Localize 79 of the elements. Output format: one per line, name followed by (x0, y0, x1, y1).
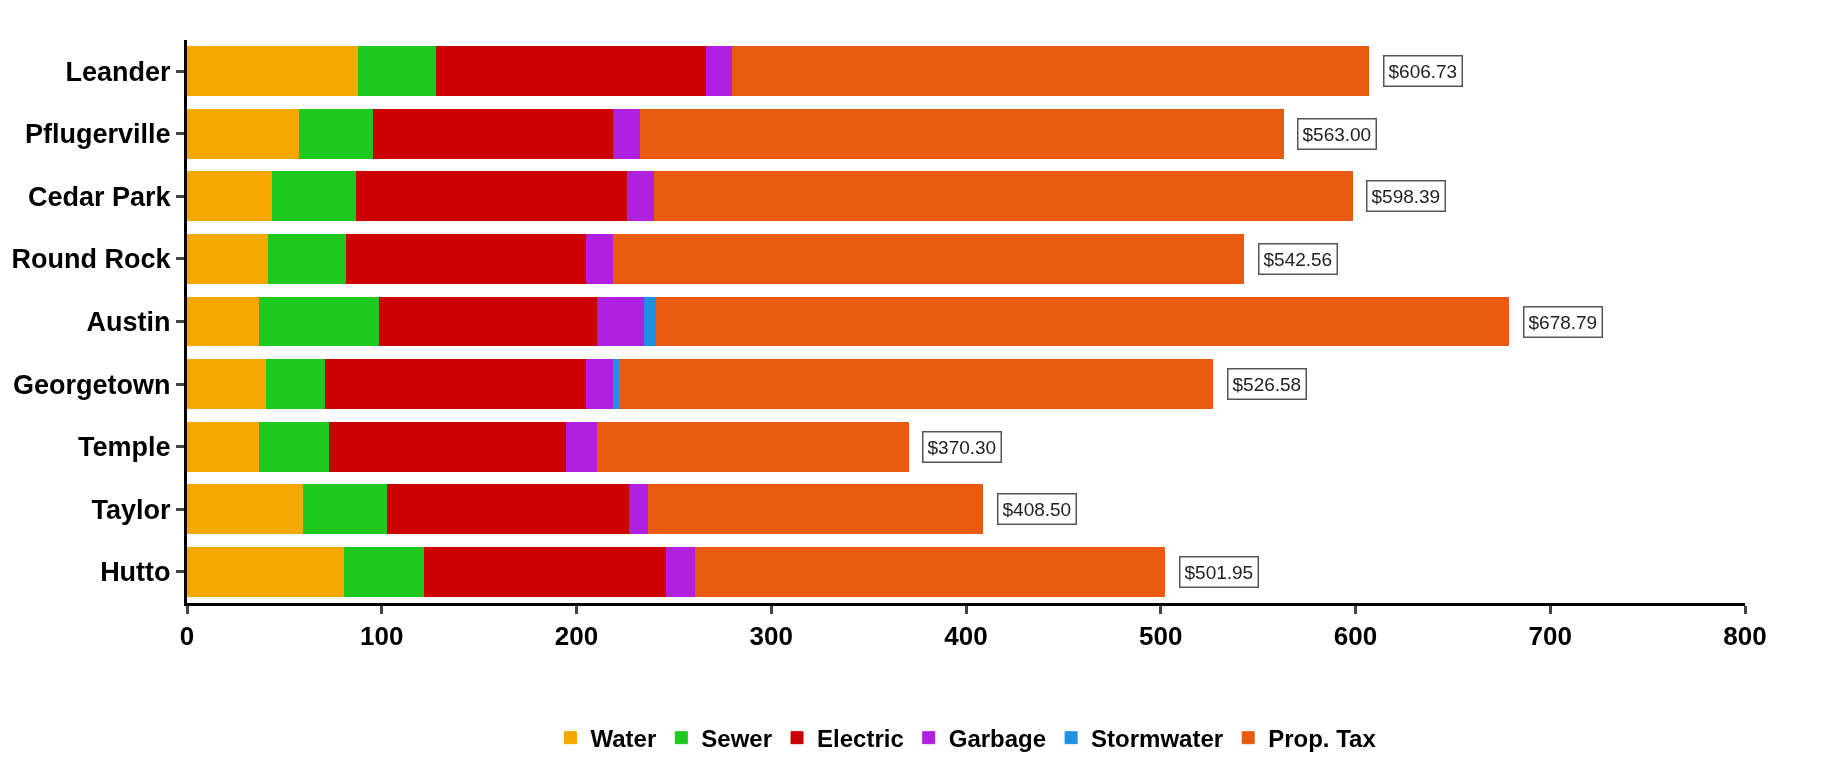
total-label: $501.95 (1184, 561, 1254, 583)
y-tick-label: Taylor (91, 494, 172, 525)
bar (648, 484, 984, 535)
y-tick-label: Round Rock (11, 244, 172, 275)
total-label: $598.39 (1371, 185, 1441, 207)
bar (585, 234, 614, 284)
bar (187, 171, 274, 222)
legend-label: Water (590, 725, 657, 753)
bar (187, 108, 301, 159)
bar (644, 296, 657, 347)
legend-label: Garbage (948, 725, 1047, 753)
bar (640, 108, 1284, 159)
total-label: $678.79 (1528, 311, 1598, 333)
y-tick-label: Temple (78, 432, 171, 463)
bar (387, 484, 630, 535)
bar (618, 359, 1214, 409)
bar (731, 46, 1370, 97)
bar (187, 546, 346, 597)
bar (272, 171, 357, 222)
bar (597, 296, 646, 347)
bar (585, 359, 614, 409)
x-tick-label: 500 (1139, 621, 1183, 652)
x-tick-label: 700 (1528, 621, 1572, 652)
y-tick-label: Pflugerville (25, 119, 171, 150)
x-tick-label: 0 (179, 621, 195, 652)
bar (424, 546, 667, 597)
bar (266, 359, 326, 409)
bar (258, 296, 381, 347)
y-tick-label: Hutto (100, 557, 171, 588)
legend-label: Prop. Tax (1268, 725, 1377, 753)
x-tick-label: 300 (749, 621, 793, 652)
bar (628, 484, 650, 535)
bar (187, 421, 260, 472)
bar (328, 421, 568, 472)
bar (373, 108, 614, 159)
bar (379, 296, 599, 347)
x-tick-label: 800 (1723, 621, 1767, 652)
total-label: $542.56 (1263, 248, 1333, 270)
total-label: $606.73 (1388, 60, 1458, 82)
y-tick-label: Austin (86, 306, 171, 337)
bar (187, 234, 270, 284)
y-tick-label: Cedar Park (28, 181, 172, 212)
bar (566, 421, 599, 472)
bar (344, 546, 426, 597)
bar (435, 46, 708, 97)
bar (357, 46, 437, 97)
bar (299, 108, 375, 159)
bar (187, 359, 268, 409)
x-tick-label: 100 (360, 621, 404, 652)
bar (355, 171, 628, 222)
legend-label: Electric (817, 725, 904, 753)
y-tick-label: Georgetown (13, 369, 171, 400)
y-tick-label: Leander (65, 56, 172, 87)
bar (324, 359, 587, 409)
x-tick-label: 600 (1333, 621, 1378, 652)
total-label: $563.00 (1302, 123, 1372, 145)
bar (613, 234, 1245, 284)
bar (346, 234, 587, 284)
legend-label: Stormwater (1091, 725, 1224, 753)
bar (187, 296, 260, 347)
bar (268, 234, 348, 284)
total-label: $526.58 (1232, 373, 1302, 395)
bar (258, 421, 330, 472)
bar (706, 46, 733, 97)
x-tick-label: 400 (944, 621, 988, 652)
bar (626, 171, 655, 222)
total-label: $408.50 (1002, 498, 1072, 520)
bar (187, 484, 305, 535)
bar (187, 46, 359, 97)
total-label: $370.30 (927, 436, 997, 458)
bar (303, 484, 389, 535)
bar (613, 108, 642, 159)
bar (653, 171, 1353, 222)
bar (665, 546, 696, 597)
legend-label: Sewer (701, 725, 773, 753)
x-tick-label: 200 (554, 621, 599, 652)
bar (597, 421, 909, 472)
bar (694, 546, 1166, 597)
bar (655, 296, 1510, 347)
